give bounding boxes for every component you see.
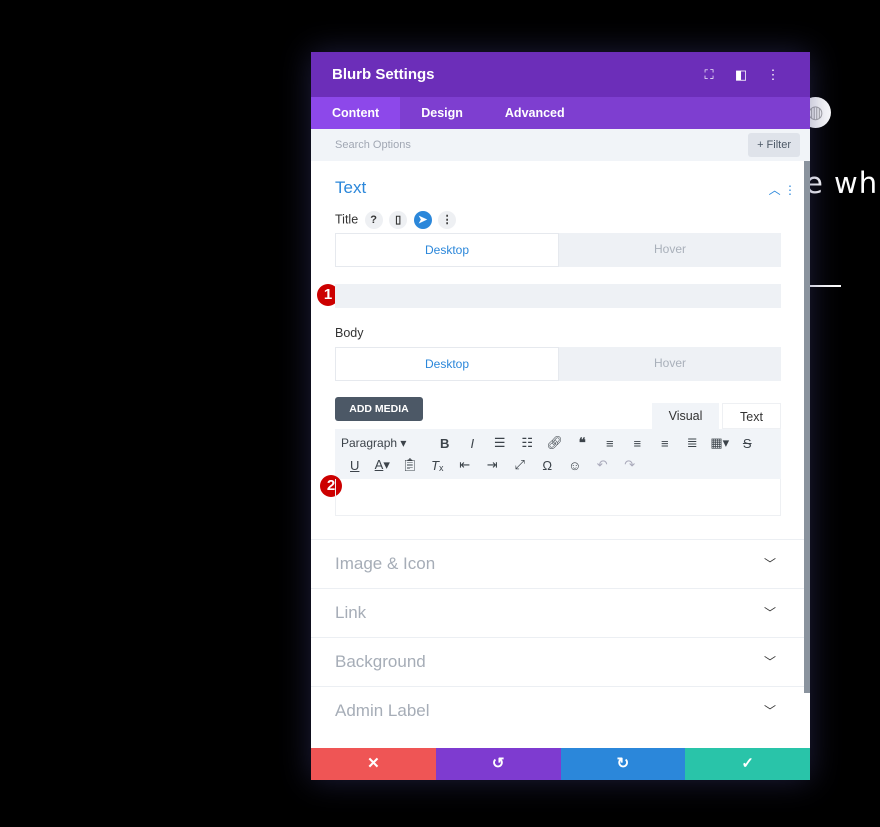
accordion-label: Background: [335, 652, 426, 671]
title-desktop-tab[interactable]: Desktop: [335, 233, 559, 267]
filter-button[interactable]: + Filter: [748, 133, 800, 157]
bullet-list-icon[interactable]: ☰: [493, 435, 506, 450]
help-icon[interactable]: ?: [364, 211, 383, 229]
accordion-image-icon[interactable]: Image & Icon ﹀: [311, 539, 804, 588]
chevron-down-icon: ﹀: [763, 557, 776, 571]
more-icon[interactable]: ⋮: [766, 66, 780, 82]
scrollbar[interactable]: [804, 161, 810, 693]
body-hover-tab[interactable]: Hover: [559, 347, 781, 381]
indent-icon[interactable]: ⇥: [486, 457, 498, 472]
outdent-icon[interactable]: ⇤: [459, 457, 471, 472]
chevron-down-icon: ﹀: [763, 704, 776, 718]
body-desktop-tab[interactable]: Desktop: [335, 347, 559, 381]
body-field-label: Body: [335, 326, 364, 340]
special-char-icon[interactable]: Ω: [542, 457, 553, 473]
cancel-button[interactable]: ✕: [311, 748, 436, 780]
accordion-label: Link: [335, 603, 367, 622]
align-center-icon[interactable]: ≡: [633, 435, 642, 451]
sidebar-toggle-icon[interactable]: ◧: [734, 66, 748, 82]
align-left-icon[interactable]: ≡: [605, 435, 614, 451]
badge-1: 1: [317, 284, 339, 306]
panel-header: Blurb Settings ⛶ ◧ ⋮: [311, 52, 810, 97]
blockquote-icon[interactable]: ❝: [578, 435, 586, 450]
panel-title: Blurb Settings: [332, 66, 435, 83]
section-more-icon[interactable]: ⋮: [784, 183, 796, 197]
strikethrough-icon[interactable]: S: [742, 435, 752, 451]
tab-advanced[interactable]: Advanced: [504, 106, 565, 120]
search-placeholder: Search Options: [335, 139, 411, 151]
accordion-admin-label[interactable]: Admin Label ﹀: [311, 686, 804, 735]
visual-tab[interactable]: Visual: [652, 403, 719, 429]
format-select[interactable]: Paragraph ▾: [341, 436, 407, 450]
title-hover-tab[interactable]: Hover: [559, 233, 781, 267]
body-editor[interactable]: [335, 479, 781, 516]
save-button[interactable]: ✓: [685, 748, 810, 780]
title-label-text: Title: [335, 212, 359, 227]
add-media-button[interactable]: ADD MEDIA: [335, 397, 423, 421]
blurb-settings-panel: Blurb Settings ⛶ ◧ ⋮ Content Design Adva…: [311, 52, 810, 780]
title-device-toggle: Desktop Hover: [335, 233, 781, 267]
mobile-icon[interactable]: ▯: [389, 211, 408, 229]
underline-icon[interactable]: U: [350, 457, 360, 473]
format-select-value: Paragraph: [341, 436, 398, 450]
redo-icon[interactable]: ↷: [624, 457, 636, 472]
redo-button[interactable]: ↻: [560, 748, 686, 780]
background-heading: e wh: [805, 166, 879, 200]
title-field-label: Title ? ▯ ➤ ⋮: [335, 211, 457, 229]
tab-design[interactable]: Design: [421, 106, 463, 120]
accordion-link[interactable]: Link ﹀: [311, 588, 804, 637]
clear-formatting-icon[interactable]: Tₓ: [431, 457, 444, 473]
badge-2: 2: [320, 475, 342, 497]
fullscreen-editor-icon[interactable]: ⤢: [514, 457, 525, 472]
italic-icon[interactable]: I: [470, 435, 475, 451]
justify-icon[interactable]: ≣: [686, 435, 698, 450]
undo-icon[interactable]: ↶: [596, 457, 608, 472]
hover-cursor-icon[interactable]: ➤: [413, 211, 432, 229]
field-more-icon[interactable]: ⋮: [438, 211, 457, 229]
chevron-down-icon: ﹀: [763, 606, 776, 620]
chevron-up-icon[interactable]: ︿: [768, 183, 781, 197]
settings-body: Text ︿ ⋮ Title ? ▯ ➤ ⋮ Desktop Hover 1 B…: [311, 161, 804, 748]
search-options-input[interactable]: Search Options + Filter: [311, 129, 810, 161]
paste-text-icon[interactable]: 📋︎: [401, 457, 418, 472]
numbered-list-icon[interactable]: ☷: [521, 435, 534, 450]
emoji-icon[interactable]: ☺: [568, 457, 582, 473]
text-color-icon[interactable]: A▾: [374, 457, 390, 472]
fullscreen-icon[interactable]: ⛶: [704, 66, 714, 82]
undo-button[interactable]: ↺: [435, 748, 561, 780]
panel-footer: ✕ ↺ ↻ ✓: [311, 748, 810, 780]
table-icon[interactable]: ▦▾: [710, 435, 730, 450]
text-tab[interactable]: Text: [722, 403, 781, 429]
tab-content[interactable]: Content: [311, 97, 401, 129]
body-device-toggle: Desktop Hover: [335, 347, 781, 381]
tab-bar: Content Design Advanced: [311, 97, 810, 129]
bold-icon[interactable]: B: [440, 435, 450, 451]
chevron-down-icon: ﹀: [763, 655, 776, 669]
section-title[interactable]: Text: [335, 178, 367, 197]
title-input[interactable]: [335, 284, 781, 308]
accordion-label: Image & Icon: [335, 554, 436, 573]
accordion-background[interactable]: Background ﹀: [311, 637, 804, 686]
editor-toolbar: Paragraph ▾ B I ☰ ☷ 🔗︎ ❝ ≡ ≡ ≡ ≣ ▦▾ S U …: [335, 429, 781, 479]
link-icon[interactable]: 🔗︎: [546, 435, 563, 450]
accordion-label: Admin Label: [335, 701, 430, 720]
align-right-icon[interactable]: ≡: [660, 435, 669, 451]
background-divider: [810, 285, 841, 287]
